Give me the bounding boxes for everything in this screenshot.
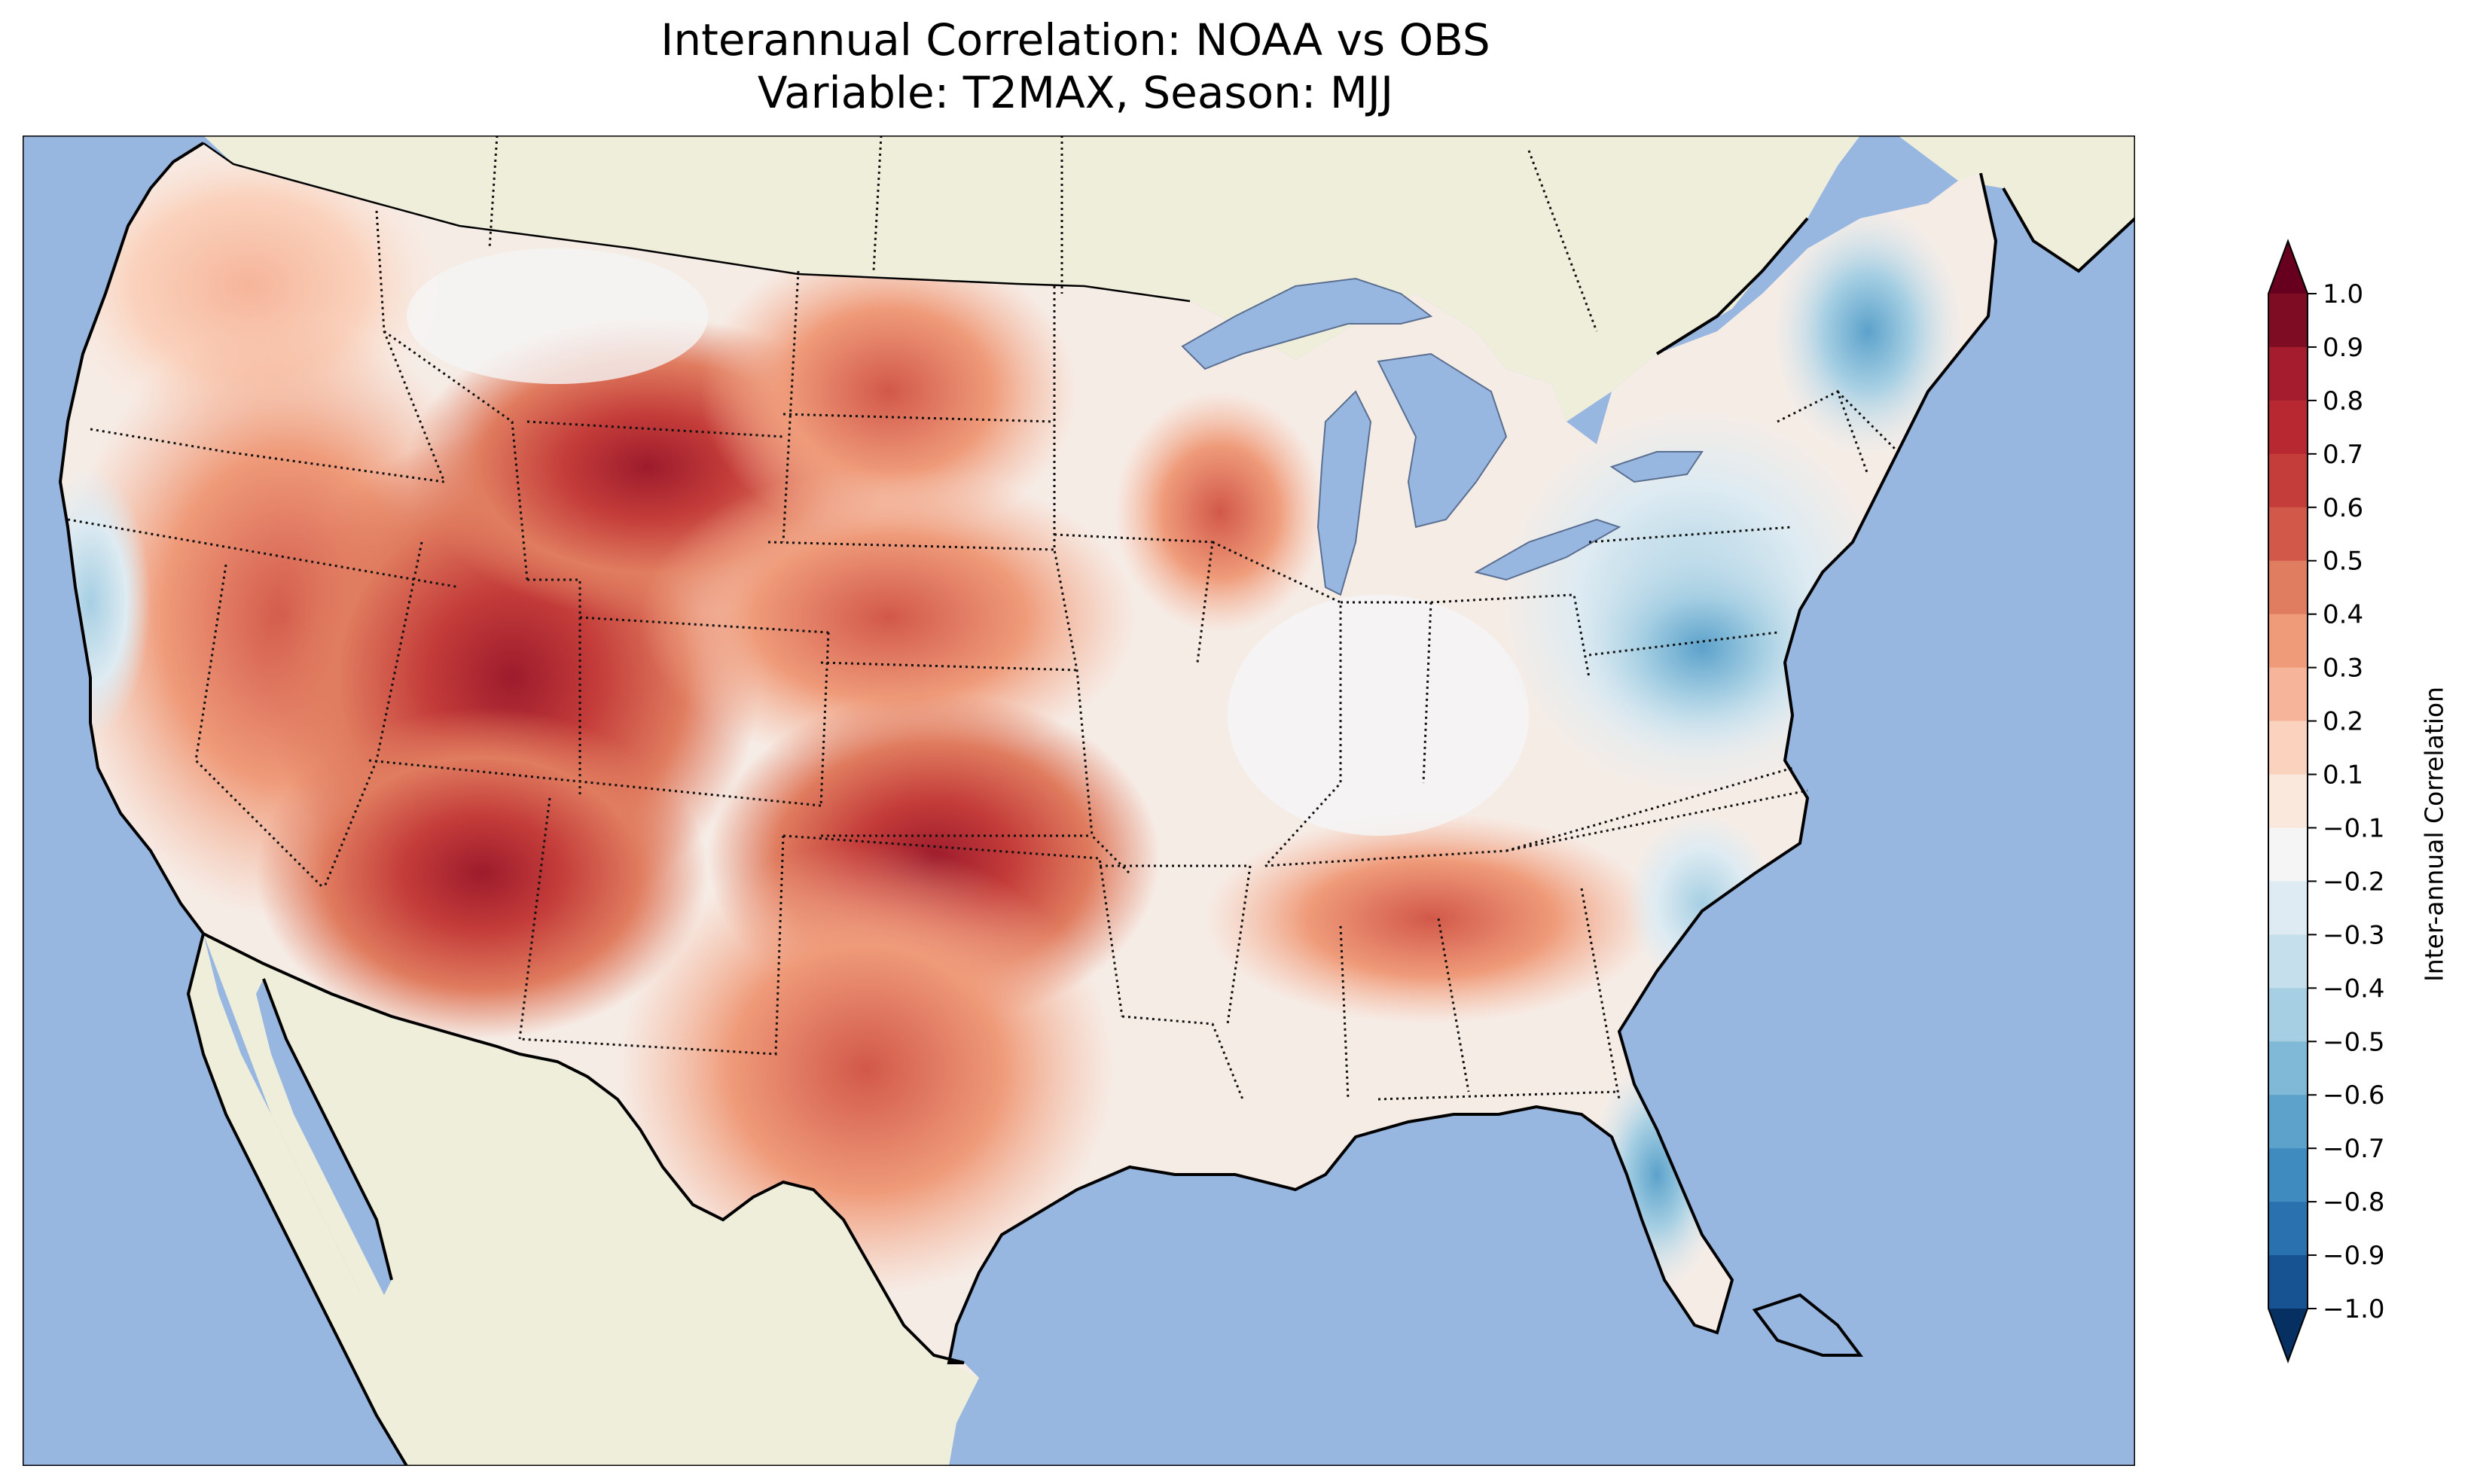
colorbar-tick-label: −0.4 <box>2323 974 2385 1004</box>
field-blob-nebraska <box>640 467 1137 768</box>
colorbar-extend-top <box>2268 241 2308 294</box>
colorbar-segment <box>2268 560 2308 615</box>
colorbar-tick-label: 0.8 <box>2323 386 2363 416</box>
border-mt-wy <box>526 420 784 438</box>
border-nm-tx <box>519 835 785 1056</box>
border-pa-ny <box>1588 526 1793 657</box>
border-ms-al-ga <box>1339 888 1621 1100</box>
field-blob-new-england <box>1770 203 1966 459</box>
colorbar-segment <box>2268 1255 2308 1309</box>
colorbar-segment <box>2268 1041 2308 1095</box>
lake-erie <box>1474 518 1621 581</box>
border-id-mt <box>383 330 529 580</box>
border-mo-ar <box>1100 864 1252 1025</box>
border-la-ms <box>1121 1015 1244 1100</box>
lake-ontario <box>1609 451 1704 483</box>
field-blob-montana-neutral <box>407 248 708 384</box>
border-va-nc <box>1505 766 1793 852</box>
colorbar-segment <box>2268 1148 2308 1202</box>
border-il-in-oh <box>1341 593 1591 784</box>
border-ok-tx <box>782 834 1124 1017</box>
field-blob-southeast <box>1205 813 1657 1024</box>
figure-title: Interannual Correlation: NOAA vs OBS Var… <box>21 14 2130 119</box>
colorbar-tick-label: −0.5 <box>2323 1027 2385 1057</box>
colorbar-segment <box>2268 827 2308 882</box>
colorbar-tick-label: −0.6 <box>2323 1080 2385 1111</box>
us-coastline <box>58 142 1998 1364</box>
colorbar-tick-label: 0.4 <box>2323 600 2363 630</box>
colorbar: 1.0 0.9 0.8 0.7 0.6 0.5 0.4 0.3 0.2 0.1 −0.1 −0.2 −0… <box>2268 239 2385 1364</box>
colorbar-segment <box>2268 774 2308 828</box>
lake-superior <box>1181 277 1433 370</box>
colorbar-tick-label: −0.8 <box>2323 1187 2385 1217</box>
baja-land <box>188 934 444 1466</box>
colorbar-tick-label: 0.3 <box>2323 654 2363 684</box>
colorbar-segment <box>2268 453 2308 508</box>
great-lakes <box>1181 277 1704 596</box>
colorbar-tick-label: 0.1 <box>2323 760 2363 791</box>
field-blob-dakotas <box>700 241 1077 542</box>
border-new-england <box>1777 389 1899 475</box>
colorbar-segment <box>2268 400 2308 455</box>
colorbar-tick-label: 0.6 <box>2323 493 2363 523</box>
colorbar-tick-label: 1.0 <box>2323 279 2363 309</box>
canada-land <box>203 136 1860 422</box>
colorbar-segment <box>2268 881 2308 935</box>
mexico-land <box>203 934 979 1466</box>
border-az-nm <box>518 797 551 1040</box>
lake-michigan <box>1316 390 1372 596</box>
colorbar-tick-label: 0.5 <box>2323 547 2363 577</box>
canada-maritimes-land <box>1898 136 2135 271</box>
colorbar-tick-label: 0.2 <box>2323 707 2363 737</box>
colorbar-tick-label: −0.9 <box>2323 1241 2385 1271</box>
gulf-of-california <box>256 979 392 1295</box>
us-canada-border <box>203 142 1191 303</box>
colorbar-tick-label: −0.3 <box>2323 920 2385 950</box>
colorbar-segment <box>2268 988 2308 1042</box>
title-line-1: Interannual Correlation: NOAA vs OBS <box>660 14 1490 66</box>
colorbar-label: Inter-annual Correlation <box>2419 686 2449 983</box>
colorbar-tick-label: −0.1 <box>2323 813 2385 843</box>
colorbar-segment <box>2268 346 2308 401</box>
field-blob-four-corners <box>256 708 708 1039</box>
colorbar-segment <box>2268 934 2308 989</box>
border-wa-or <box>90 428 445 483</box>
colorbar-tick-label: −0.2 <box>2323 867 2385 897</box>
field-blob-california <box>60 467 151 738</box>
title-line-2: Variable: T2MAX, Season: MJJ <box>757 67 1394 118</box>
colorbar-segment <box>2268 667 2308 722</box>
border-fl-al <box>1377 1090 1620 1101</box>
colorbar-tick-label: −1.0 <box>2323 1294 2385 1324</box>
colorbar-segment <box>2268 507 2308 562</box>
cuba-coastline <box>1752 1293 1863 1357</box>
colorbar-tick-label: 0.9 <box>2323 333 2363 363</box>
field-blob-midwest-neutral <box>1228 595 1529 836</box>
colorbar-extend-bottom <box>2268 1309 2308 1361</box>
baja-coastline <box>186 933 408 1466</box>
border-canada <box>488 136 1598 332</box>
border-mn-ia-mo <box>1053 286 1131 875</box>
colorbar-segment <box>2268 1095 2308 1149</box>
canada-coastline <box>1655 187 2135 355</box>
field-blob-wisconsin <box>1115 392 1325 632</box>
colorbar-segment <box>2268 614 2308 669</box>
border-nd-sd-ne <box>767 413 1078 672</box>
state-borders <box>67 136 1899 1101</box>
colorbar-segment <box>2268 721 2308 776</box>
colorbar-tick-label: −0.7 <box>2323 1134 2385 1164</box>
lake-huron <box>1377 352 1508 529</box>
field-blob-mid-atlantic <box>1566 535 1838 760</box>
colorbar-tick-label: 0.7 <box>2323 440 2363 470</box>
field-blob-texas <box>618 843 1115 1295</box>
colorbar-segment <box>2268 294 2308 348</box>
colorbar-segment <box>2268 1202 2308 1256</box>
